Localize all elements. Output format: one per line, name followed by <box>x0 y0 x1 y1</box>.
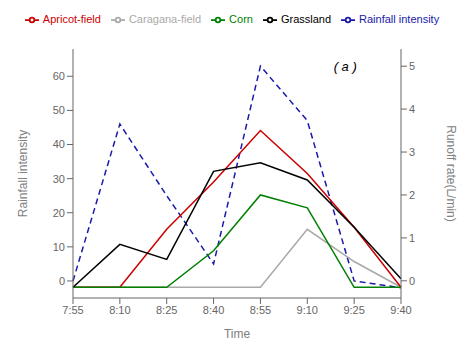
svg-text:9:40: 9:40 <box>390 304 411 316</box>
svg-text:9:25: 9:25 <box>343 304 364 316</box>
svg-text:Time: Time <box>224 327 251 341</box>
svg-text:5: 5 <box>409 60 415 72</box>
html-text:Apricot-field: Apricot-field <box>42 13 101 25</box>
svg-text:20: 20 <box>53 207 65 219</box>
html-text:( a ): ( a ) <box>333 59 357 74</box>
svg-text:10: 10 <box>53 241 65 253</box>
svg-text:0: 0 <box>409 275 415 287</box>
svg-text:7:55: 7:55 <box>62 304 83 316</box>
svg-text:8:55: 8:55 <box>250 304 271 316</box>
svg-text:9:10: 9:10 <box>297 304 318 316</box>
svg-text:8:40: 8:40 <box>203 304 224 316</box>
svg-text:3: 3 <box>409 146 415 158</box>
svg-text:50: 50 <box>53 104 65 116</box>
svg-text:8:25: 8:25 <box>156 304 177 316</box>
svg-text:40: 40 <box>53 138 65 150</box>
svg-text:60: 60 <box>53 70 65 82</box>
svg-text:Runoff rate(L/min): Runoff rate(L/min) <box>444 125 458 222</box>
html-text:Corn: Corn <box>229 13 253 25</box>
svg-text:4: 4 <box>409 103 415 115</box>
svg-text:1: 1 <box>409 232 415 244</box>
html-text:Rainfall intensity: Rainfall intensity <box>359 13 440 25</box>
svg-text:2: 2 <box>409 189 415 201</box>
html-text:Caragana-field: Caragana-field <box>128 13 202 25</box>
svg-text:30: 30 <box>53 173 65 185</box>
svg-text:8:10: 8:10 <box>109 304 130 316</box>
svg-text:0: 0 <box>59 275 65 287</box>
html-text:Grassland: Grassland <box>280 13 332 25</box>
svg-text:Rainfall intensity: Rainfall intensity <box>16 130 30 217</box>
